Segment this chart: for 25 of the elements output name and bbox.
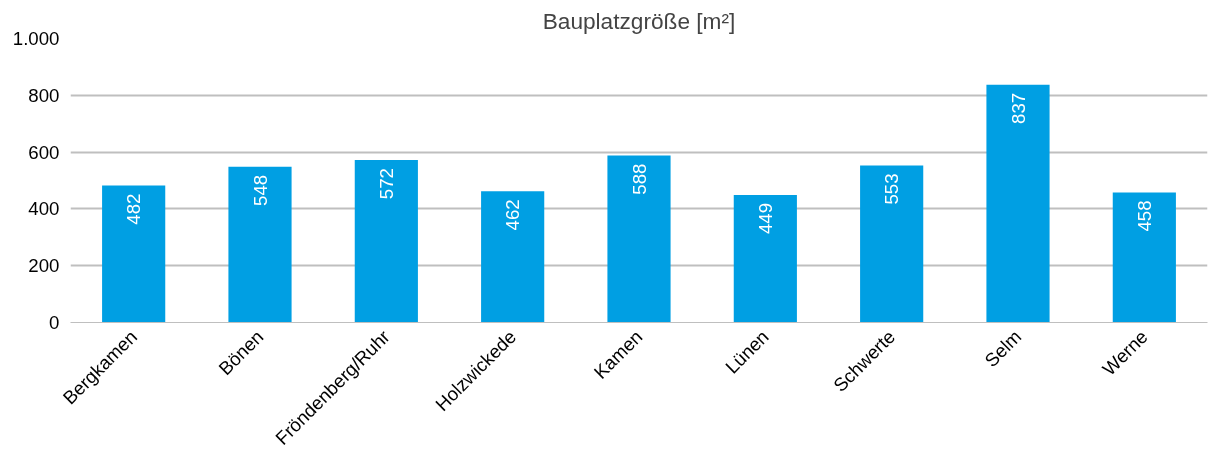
bar — [102, 185, 166, 323]
bar — [607, 155, 671, 323]
data-label: 553 — [881, 173, 903, 205]
bar — [481, 191, 545, 323]
y-tick-label: 200 — [28, 255, 60, 277]
y-tick-label: 0 — [49, 312, 60, 333]
data-label: 837 — [1007, 92, 1029, 124]
bar — [860, 165, 924, 323]
bar — [354, 160, 418, 323]
data-label: 548 — [249, 174, 271, 206]
y-tick-label: 400 — [28, 198, 60, 220]
data-label: 572 — [375, 168, 397, 200]
data-label: 462 — [502, 199, 524, 231]
data-label: 449 — [754, 202, 776, 235]
data-label: 482 — [123, 193, 145, 225]
data-label: 458 — [1133, 200, 1155, 232]
bar — [1112, 192, 1176, 323]
y-tick-label: 800 — [28, 84, 60, 106]
bar — [733, 194, 797, 323]
data-label: 588 — [628, 163, 650, 195]
y-tick-label: 1.000 — [12, 28, 60, 49]
y-tick-label: 600 — [28, 141, 60, 163]
bar — [986, 84, 1050, 323]
chart-title: Bauplatzgröße [m²] — [542, 7, 736, 34]
bar — [228, 166, 292, 323]
